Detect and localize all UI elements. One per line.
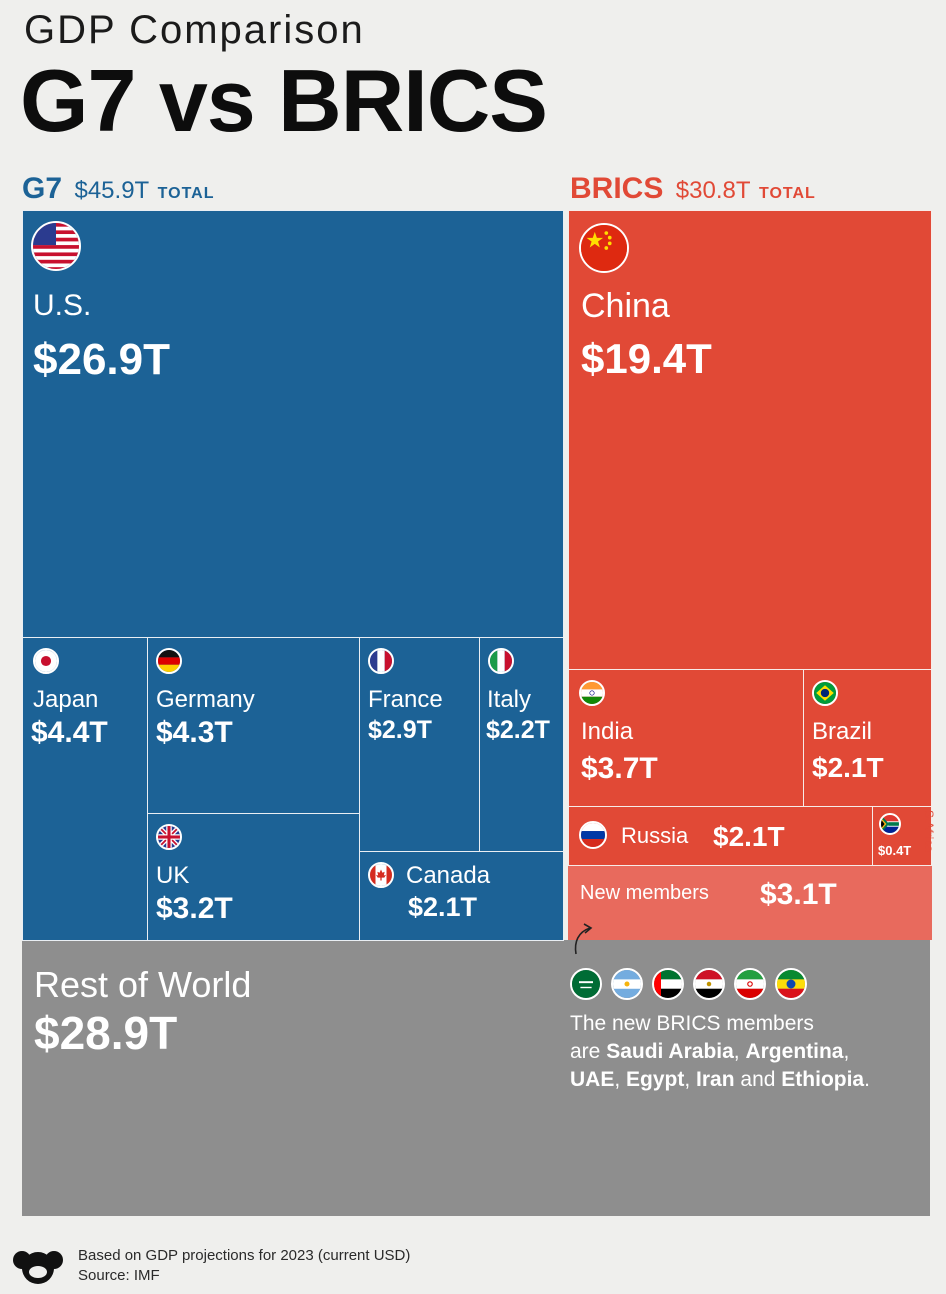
- treemap-tile-germany: Germany $4.3T: [147, 637, 360, 814]
- brics-label: BRICS: [570, 172, 664, 205]
- tile-label-china: China: [581, 287, 670, 325]
- uk-flag-icon: [156, 824, 182, 850]
- treemap-tile-s-africa: $0.4T: [872, 806, 932, 866]
- canada-flag-icon: [368, 862, 394, 888]
- treemap-tile-italy: Italy $2.2T: [479, 637, 564, 852]
- russia-flag-icon: [579, 821, 607, 849]
- g7-total: $45.9T: [74, 177, 150, 204]
- treemap-tile-u-s: U.S. $26.9T: [22, 210, 564, 638]
- japan-flag-icon: [33, 648, 59, 674]
- note-country-uae: UAE: [570, 1068, 615, 1091]
- tile-value-china: $19.4T: [581, 335, 712, 382]
- brazil-flag-icon: [812, 680, 838, 706]
- tile-label-u-s: U.S.: [33, 289, 92, 322]
- tile-value-s-africa: $0.4T: [878, 843, 912, 858]
- germany-flag-icon: [156, 648, 182, 674]
- tile-value-france: $2.9T: [368, 716, 432, 744]
- treemap-tile-france: France $2.9T: [359, 637, 480, 852]
- note-country-egypt: Egypt: [626, 1068, 685, 1091]
- tile-label-uk: UK: [156, 862, 190, 889]
- note-word-are: are: [570, 1040, 601, 1063]
- g7-total-word: TOTAL: [157, 185, 215, 202]
- note-country-iran: Iran: [696, 1068, 735, 1091]
- note-word-and: and: [740, 1068, 776, 1091]
- tile-value-rest-of-world: $28.9T: [34, 1007, 178, 1059]
- italy-flag-icon: [488, 648, 514, 674]
- tile-value-uk: $3.2T: [156, 892, 233, 925]
- new-members-note-line1: The new BRICS members: [570, 1012, 814, 1035]
- tile-value-brazil: $2.1T: [812, 752, 884, 783]
- treemap-tile-russia: Russia $2.1T: [568, 806, 873, 866]
- tile-value-canada: $2.1T: [408, 892, 478, 922]
- footer-source: Source: IMF: [78, 1267, 160, 1284]
- new-members-arrow-icon: [574, 923, 593, 955]
- china-flag-icon: [579, 223, 629, 273]
- tile-value-india: $3.7T: [581, 752, 658, 785]
- publisher-logo-icon: [13, 1251, 63, 1284]
- tile-value-u-s: $26.9T: [33, 335, 170, 384]
- note-country-argentina: Argentina: [745, 1040, 844, 1063]
- argentina-flag-icon: [611, 968, 643, 1000]
- treemap-tile-china: China $19.4T: [568, 210, 932, 670]
- india-flag-icon: [579, 680, 605, 706]
- tile-value-japan: $4.4T: [31, 716, 108, 749]
- tile-label-india: India: [581, 718, 634, 745]
- saudi-arabia-flag-icon: [570, 968, 602, 1000]
- treemap-tile-new-members: New members $3.1T: [568, 866, 932, 940]
- egypt-flag-icon: [693, 968, 725, 1000]
- treemap-tile-uk: UK $3.2T: [147, 813, 360, 941]
- ethiopia-flag-icon: [775, 968, 807, 1000]
- treemap-tile-brazil: Brazil $2.1T: [803, 669, 932, 807]
- brics-total-word: TOTAL: [758, 185, 816, 202]
- g7-label: G7: [22, 172, 63, 205]
- iran-flag-icon: [734, 968, 766, 1000]
- tile-value-italy: $2.2T: [486, 716, 550, 744]
- tile-label-russia: Russia: [621, 823, 689, 848]
- france-flag-icon: [368, 648, 394, 674]
- tile-label-canada: Canada: [406, 862, 491, 889]
- tile-value-new-members: $3.1T: [760, 878, 837, 911]
- treemap-tile-japan: Japan $4.4T: [22, 637, 148, 941]
- g7-header: G7 $45.9T TOTAL: [22, 172, 215, 206]
- s-africa-side-label: S.Africa: [922, 810, 936, 853]
- tile-value-russia: $2.1T: [713, 821, 785, 852]
- tile-label-italy: Italy: [487, 686, 532, 713]
- tile-label-brazil: Brazil: [812, 718, 873, 745]
- tile-label-new-members: New members: [580, 882, 709, 904]
- note-country-ethiopia: Ethiopia: [781, 1068, 865, 1091]
- uae-flag-icon: [652, 968, 684, 1000]
- tile-label-japan: Japan: [33, 686, 99, 713]
- footer-note: Based on GDP projections for 2023 (curre…: [78, 1247, 411, 1264]
- brics-header: BRICS $30.8T TOTAL: [570, 172, 816, 206]
- treemap-tile-canada: Canada $2.1T: [359, 851, 564, 941]
- tile-label-germany: Germany: [156, 686, 255, 713]
- new-members-note: The new BRICS members are Saudi Arabia, …: [570, 1010, 930, 1094]
- tile-label-france: France: [368, 686, 443, 713]
- note-country-saudi-arabia: Saudi Arabia: [606, 1040, 734, 1063]
- brics-total: $30.8T: [675, 177, 751, 204]
- footer: Based on GDP projections for 2023 (curre…: [78, 1246, 410, 1286]
- s-africa-flag-icon: [879, 813, 901, 835]
- chart-subtitle: GDP Comparison: [24, 8, 365, 52]
- u-s-flag-icon: [31, 221, 81, 271]
- tile-label-rest-of-world: Rest of World: [34, 964, 252, 1005]
- tile-value-germany: $4.3T: [156, 716, 233, 749]
- chart-title: G7 vs BRICS: [20, 51, 548, 150]
- treemap-tile-india: India $3.7T: [568, 669, 804, 807]
